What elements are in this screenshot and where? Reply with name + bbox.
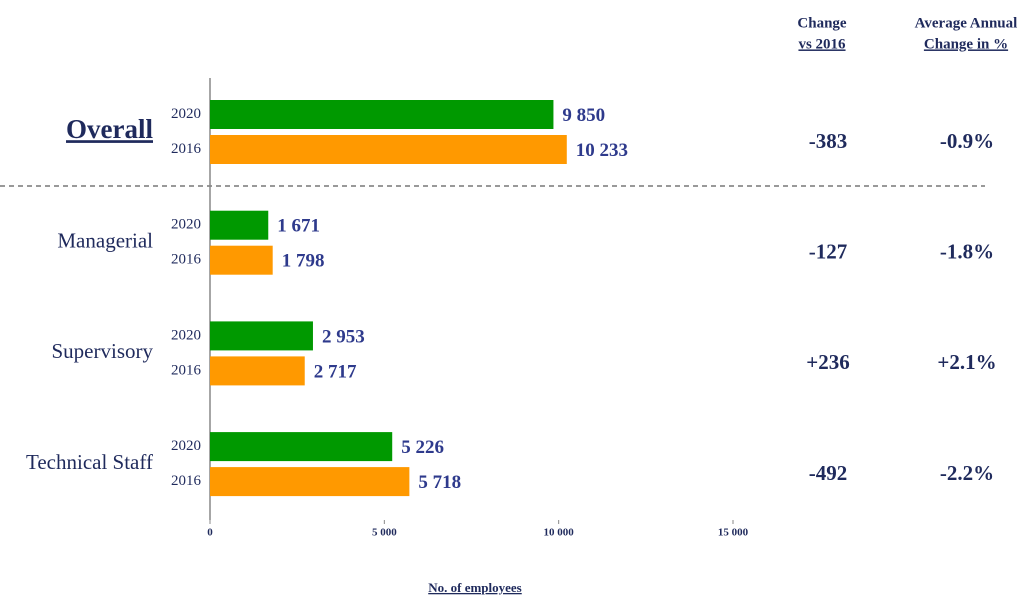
category-label: Supervisory bbox=[52, 339, 154, 363]
category-label: Technical Staff bbox=[26, 450, 153, 474]
column-header: vs 2016 bbox=[798, 36, 846, 52]
bar bbox=[210, 245, 273, 275]
series-label: 2016 bbox=[171, 362, 202, 378]
series-label: 2016 bbox=[171, 141, 202, 157]
value-label: 10 233 bbox=[576, 140, 628, 161]
column-header: Average Annual bbox=[915, 15, 1018, 31]
bar bbox=[210, 210, 269, 240]
bar bbox=[210, 432, 393, 462]
bar bbox=[210, 321, 313, 351]
x-tick-label: 5 000 bbox=[372, 527, 397, 539]
x-tick-label: 10 000 bbox=[544, 527, 575, 539]
column-header: Change in % bbox=[924, 36, 1008, 52]
bar bbox=[210, 100, 554, 129]
series-label: 2016 bbox=[171, 473, 202, 489]
series-label: 2020 bbox=[171, 327, 201, 343]
column-value: +236 bbox=[806, 350, 849, 374]
series-label: 2016 bbox=[171, 252, 202, 268]
value-label: 1 798 bbox=[282, 251, 325, 272]
column-header: Change bbox=[797, 15, 847, 31]
x-tick-label: 0 bbox=[207, 527, 213, 539]
x-axis-label: No. of employees bbox=[428, 580, 522, 595]
column-value: +2.1% bbox=[937, 350, 996, 374]
category-label: Managerial bbox=[57, 229, 153, 253]
value-label: 1 671 bbox=[277, 216, 320, 237]
column-value: -1.8% bbox=[940, 240, 994, 264]
bar bbox=[210, 467, 410, 497]
bar bbox=[210, 356, 305, 386]
value-label: 2 953 bbox=[322, 326, 365, 347]
column-value: -2.2% bbox=[940, 461, 994, 485]
category-label: Overall bbox=[66, 114, 153, 144]
series-label: 2020 bbox=[171, 217, 201, 233]
column-value: -0.9% bbox=[940, 129, 994, 153]
series-label: 2020 bbox=[171, 438, 201, 454]
x-tick-label: 15 000 bbox=[718, 527, 749, 539]
value-label: 5 718 bbox=[418, 472, 461, 493]
bar bbox=[210, 135, 567, 164]
series-label: 2020 bbox=[171, 106, 201, 122]
value-label: 2 717 bbox=[314, 361, 357, 382]
value-label: 5 226 bbox=[401, 437, 444, 458]
column-value: -127 bbox=[809, 240, 848, 264]
column-value: -492 bbox=[809, 461, 848, 485]
value-label: 9 850 bbox=[562, 105, 605, 126]
column-value: -383 bbox=[809, 129, 848, 153]
